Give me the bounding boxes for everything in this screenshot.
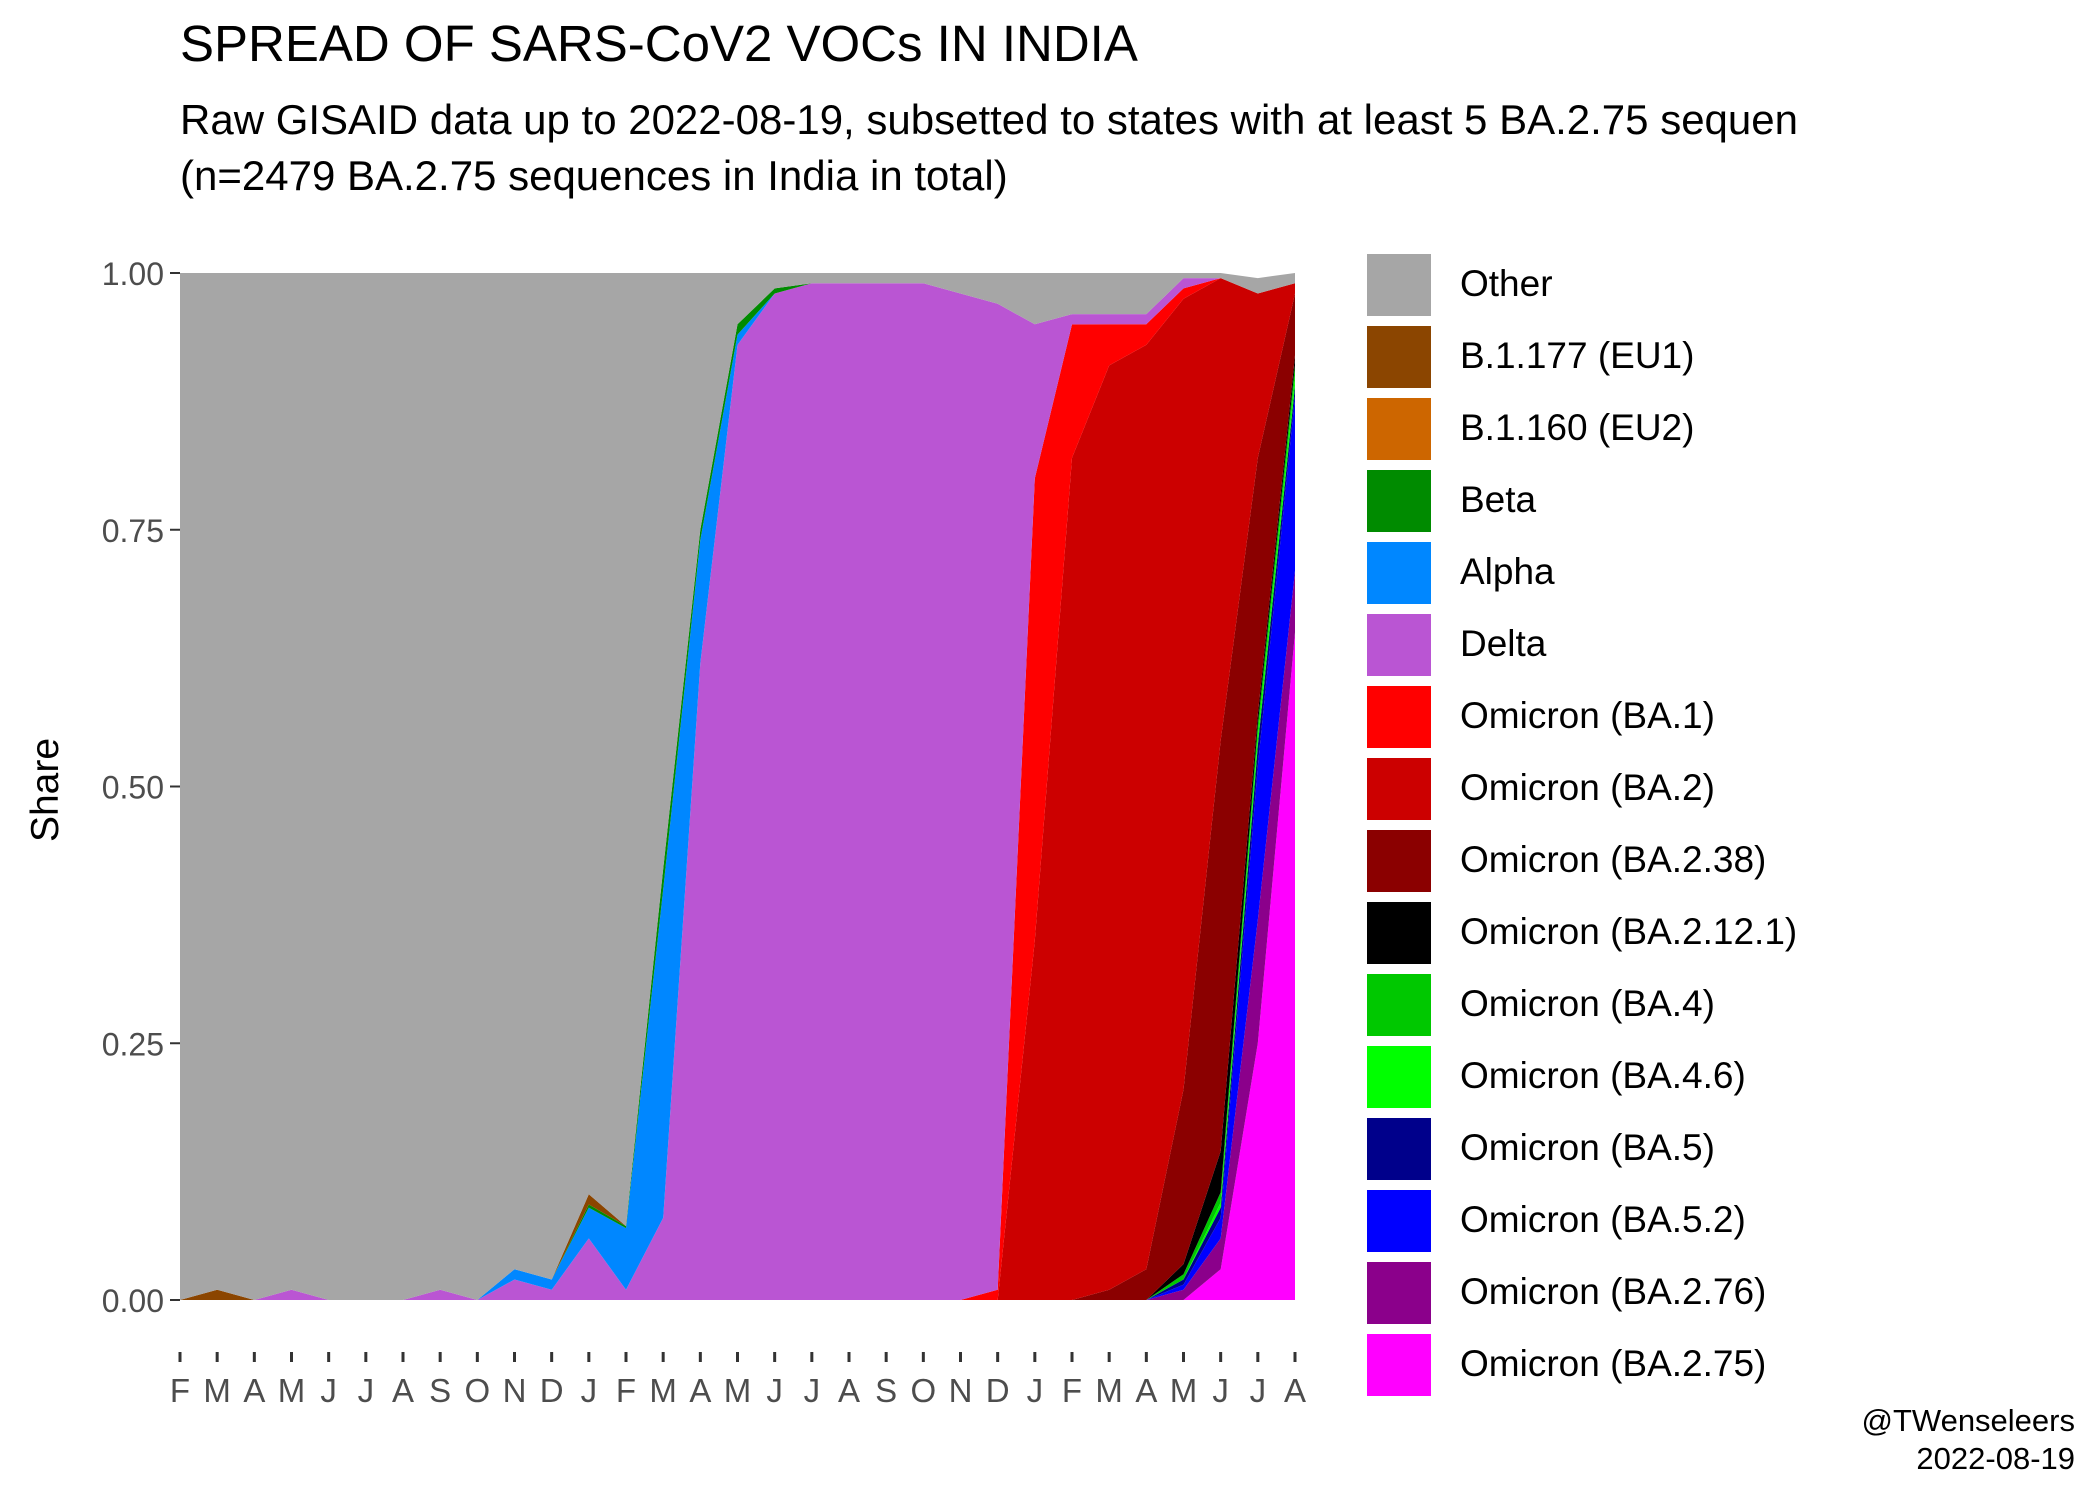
legend-label: Alpha (1460, 551, 1555, 592)
legend-label: B.1.160 (EU2) (1460, 407, 1695, 448)
x-tick-label: N (503, 1372, 527, 1409)
y-tick-label: 1.00 (102, 256, 164, 292)
x-tick-label: F (1062, 1372, 1082, 1409)
legend-swatch (1365, 396, 1433, 462)
legend-label: Omicron (BA.2) (1460, 767, 1715, 808)
legend-swatch (1365, 612, 1433, 678)
legend-swatch (1365, 756, 1433, 822)
x-tick-label: J (358, 1372, 375, 1409)
area-series-omicron-ba-2 (180, 278, 1295, 1301)
legend-item: Alpha (1365, 538, 1925, 610)
x-tick-label: M (203, 1372, 231, 1409)
legend-item: B.1.160 (EU2) (1365, 394, 1925, 466)
legend-label: Delta (1460, 623, 1547, 664)
legend-swatch (1365, 900, 1433, 966)
area-series-delta (180, 278, 1295, 1301)
x-tick-label: M (724, 1372, 752, 1409)
chart-subtitle: Raw GISAID data up to 2022-08-19, subset… (180, 92, 1798, 204)
legend-label: Omicron (BA.1) (1460, 695, 1715, 736)
x-tick-label: A (838, 1372, 860, 1409)
legend-label: Omicron (BA.2.38) (1460, 839, 1767, 880)
legend-swatch (1365, 324, 1433, 390)
x-tick-label: J (804, 1372, 821, 1409)
x-tick-label: M (1095, 1372, 1123, 1409)
legend-swatch (1365, 1188, 1433, 1254)
legend-swatch (1365, 1116, 1433, 1182)
y-tick-label: 0.75 (102, 513, 164, 549)
legend-swatch (1365, 1260, 1433, 1326)
legend-swatch (1365, 1332, 1433, 1398)
legend-label: Omicron (BA.2.12.1) (1460, 911, 1798, 952)
legend-label: Omicron (BA.4.6) (1460, 1055, 1746, 1096)
caption-handle: @TWenseleers (1861, 1403, 2075, 1438)
chart-title: SPREAD OF SARS-CoV2 VOCs IN INDIA (180, 15, 1138, 72)
legend-label: Omicron (BA.5) (1460, 1127, 1715, 1168)
legend-item: Omicron (BA.1) (1365, 682, 1925, 754)
legend-swatch (1365, 540, 1433, 606)
legend-item: Other (1365, 250, 1925, 322)
x-tick-label: O (910, 1372, 936, 1409)
caption: @TWenseleers 2022-08-19 (1861, 1402, 2075, 1478)
x-tick-label: D (986, 1372, 1010, 1409)
x-tick-label: A (1284, 1372, 1306, 1409)
x-tick-label: J (1250, 1372, 1267, 1409)
x-tick-label: A (392, 1372, 414, 1409)
x-tick-label: J (1027, 1372, 1044, 1409)
legend-item: Omicron (BA.4) (1365, 970, 1925, 1042)
x-tick-label: M (649, 1372, 677, 1409)
legend-label: Omicron (BA.2.75) (1460, 1343, 1767, 1384)
legend-item: Omicron (BA.5.2) (1365, 1186, 1925, 1258)
legend-swatch (1365, 828, 1433, 894)
y-tick-label: 0.50 (102, 770, 164, 806)
caption-date: 2022-08-19 (1916, 1441, 2075, 1476)
legend-item: B.1.177 (EU1) (1365, 322, 1925, 394)
legend-swatch (1365, 468, 1433, 534)
x-tick-label: N (949, 1372, 973, 1409)
x-tick-label: S (429, 1372, 451, 1409)
area-series-omicron-ba-2-38 (180, 293, 1295, 1300)
legend-item: Beta (1365, 466, 1925, 538)
legend-swatch (1365, 684, 1433, 750)
legend-label: Beta (1460, 479, 1537, 520)
legend-label: B.1.177 (EU1) (1460, 335, 1695, 376)
x-tick-label: A (1135, 1372, 1157, 1409)
legend-item: Omicron (BA.2.38) (1365, 826, 1925, 898)
x-tick-label: F (170, 1372, 190, 1409)
x-tick-label: A (243, 1372, 265, 1409)
legend-label: Omicron (BA.5.2) (1460, 1199, 1746, 1240)
legend-label: Other (1460, 263, 1553, 304)
legend-label: Omicron (BA.2.76) (1460, 1271, 1767, 1312)
legend-swatch (1365, 972, 1433, 1038)
x-tick-label: A (689, 1372, 711, 1409)
x-tick-label: F (616, 1372, 636, 1409)
legend-item: Omicron (BA.2) (1365, 754, 1925, 826)
area-series-other (180, 273, 1295, 1300)
x-tick-label: S (875, 1372, 897, 1409)
area-series-omicron-ba-1 (180, 278, 1295, 1301)
x-tick-label: J (581, 1372, 598, 1409)
legend-item: Omicron (BA.2.75) (1365, 1330, 1925, 1402)
legend-label: Omicron (BA.4) (1460, 983, 1715, 1024)
legend-item: Omicron (BA.4.6) (1365, 1042, 1925, 1114)
x-tick-label: M (278, 1372, 306, 1409)
x-tick-label: J (320, 1372, 337, 1409)
x-tick-label: M (1170, 1372, 1198, 1409)
y-tick-label: 0.00 (102, 1283, 164, 1319)
y-tick-label: 0.25 (102, 1026, 164, 1062)
subtitle-line-2: (n=2479 BA.2.75 sequences in India in to… (180, 152, 1008, 199)
legend-item: Omicron (BA.5) (1365, 1114, 1925, 1186)
legend-item: Delta (1365, 610, 1925, 682)
legend-swatch (1365, 252, 1433, 318)
legend-item: Omicron (BA.2.12.1) (1365, 898, 1925, 970)
legend-swatch (1365, 1044, 1433, 1110)
subtitle-line-1: Raw GISAID data up to 2022-08-19, subset… (180, 96, 1798, 143)
x-tick-label: D (540, 1372, 564, 1409)
x-tick-label: O (464, 1372, 490, 1409)
legend-item: Omicron (BA.2.76) (1365, 1258, 1925, 1330)
x-tick-label: J (766, 1372, 783, 1409)
x-tick-label: J (1212, 1372, 1229, 1409)
